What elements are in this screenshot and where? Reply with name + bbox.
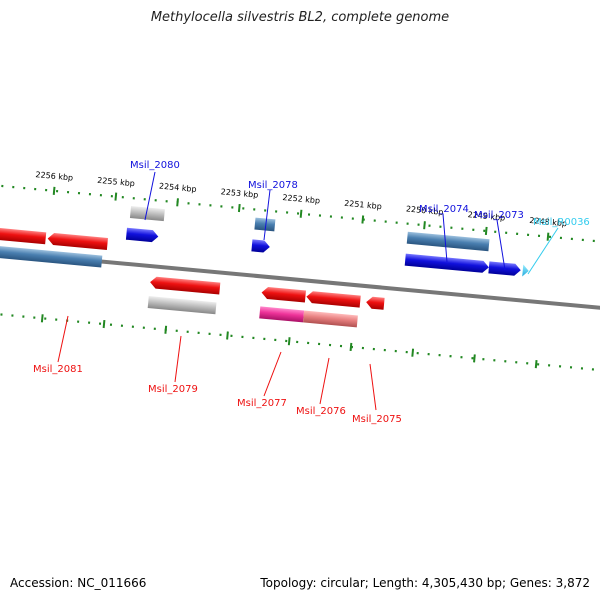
feature-block-pink[interactable] — [259, 306, 305, 323]
leader-lines — [57, 171, 559, 411]
gene-arrow-msil-2079[interactable] — [150, 276, 221, 295]
ruler-label: 2253 kbp — [220, 187, 258, 199]
gene-labels: Msil_2080 Msil_2078 Msil_2074 Msil_2073 … — [33, 160, 590, 425]
gene-label-msil-2074[interactable]: Msil_2074 — [419, 204, 469, 215]
gene-arrow-msil-2074[interactable] — [404, 253, 490, 274]
gene-label-msil-2081[interactable]: Msil_2081 — [33, 364, 83, 375]
ruler-label: 2255 kbp — [97, 176, 135, 188]
gene-arrow-msil-2081[interactable] — [0, 224, 47, 245]
ruler-label: 2252 kbp — [282, 193, 320, 205]
feature-block-gray[interactable] — [147, 296, 217, 315]
gene-arrow-msil-2077[interactable] — [261, 286, 306, 303]
feature-block-light-red[interactable] — [303, 310, 358, 328]
genome-summary-text: Topology: circular; Length: 4,305,430 bp… — [260, 576, 590, 590]
gene-label-msil-2078[interactable]: Msil_2078 — [248, 180, 298, 191]
ruler-label: 2251 kbp — [344, 199, 382, 211]
accession-text: Accession: NC_011666 — [10, 576, 147, 590]
gene-label-msil-2076[interactable]: Msil_2076 — [296, 406, 346, 417]
gene-arrow-msil-2078[interactable] — [251, 239, 270, 253]
ruler-label: 2254 kbp — [159, 182, 197, 194]
feature-block-steel[interactable] — [254, 217, 276, 232]
gene-label-msil-2077[interactable]: Msil_2077 — [237, 398, 287, 409]
outer-major-ticks — [52, 186, 550, 241]
feature-block-gray[interactable] — [129, 206, 165, 222]
ruler-labels: 2256 kbp 2255 kbp 2254 kbp 2253 kbp 2252… — [35, 170, 567, 228]
gene-arrow-msil-2075[interactable] — [366, 296, 385, 310]
gene-label-msil-r0036[interactable]: Msil_R0036 — [533, 217, 590, 228]
gene-label-msil-2080[interactable]: Msil_2080 — [130, 160, 180, 171]
inner-major-ticks — [40, 314, 538, 369]
gene-label-msil-2073[interactable]: Msil_2073 — [474, 210, 524, 221]
gene-arrow-msil-2080[interactable] — [125, 227, 159, 243]
ruler-label: 2248 kbp — [529, 216, 567, 228]
gene-arrow-msil-2076[interactable] — [306, 291, 361, 308]
ruler-label: 2256 kbp — [35, 170, 73, 182]
feature-block-steel[interactable] — [406, 231, 490, 252]
ruler-label: 2250 kbp — [406, 204, 444, 216]
feature-block-steel[interactable] — [0, 242, 103, 268]
gene-arrow-msil-2081b[interactable] — [47, 232, 108, 250]
gene-arrow-msil-r0036[interactable] — [522, 264, 529, 278]
map-title: Methylocella silvestris BL2, complete ge… — [150, 10, 450, 25]
ruler-label: 2249 kbp — [467, 210, 505, 222]
gene-label-msil-2079[interactable]: Msil_2079 — [148, 384, 198, 395]
gene-label-msil-2075[interactable]: Msil_2075 — [352, 414, 402, 425]
